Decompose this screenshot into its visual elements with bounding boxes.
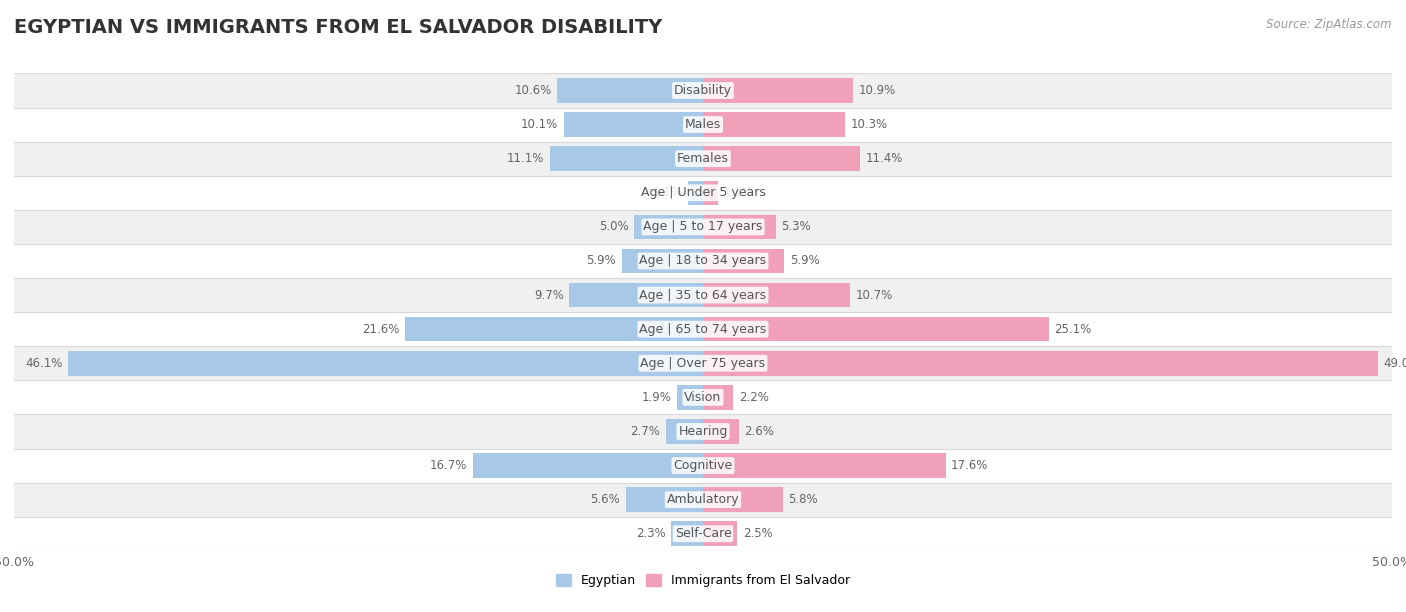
Bar [703,113,845,137]
Bar [67,351,703,376]
Bar [14,312,1392,346]
Bar [14,380,1392,414]
Bar [676,385,703,409]
Text: 1.1%: 1.1% [652,186,682,200]
Text: 16.7%: 16.7% [430,459,467,472]
Bar [569,283,703,307]
Text: 2.5%: 2.5% [742,528,773,540]
Bar [703,283,851,307]
Bar [626,487,703,512]
Text: Females: Females [678,152,728,165]
Bar [550,146,703,171]
Bar [14,346,1392,380]
Text: 2.2%: 2.2% [738,391,769,404]
Text: 46.1%: 46.1% [25,357,62,370]
Text: Age | Under 5 years: Age | Under 5 years [641,186,765,200]
Text: Source: ZipAtlas.com: Source: ZipAtlas.com [1267,18,1392,31]
Text: 11.1%: 11.1% [508,152,544,165]
Bar [703,487,783,512]
Text: 21.6%: 21.6% [363,323,399,335]
Bar [671,521,703,546]
Bar [14,73,1392,108]
Text: 9.7%: 9.7% [534,289,564,302]
Bar [14,141,1392,176]
Text: 10.9%: 10.9% [859,84,896,97]
Bar [703,521,738,546]
Text: Hearing: Hearing [678,425,728,438]
Bar [634,215,703,239]
Bar [703,78,853,103]
Text: Males: Males [685,118,721,131]
Text: 5.9%: 5.9% [790,255,820,267]
Text: 1.9%: 1.9% [641,391,671,404]
Bar [14,176,1392,210]
Text: 17.6%: 17.6% [950,459,988,472]
Bar [14,278,1392,312]
Bar [557,78,703,103]
Bar [703,248,785,273]
Bar [405,317,703,341]
Text: Vision: Vision [685,391,721,404]
Text: Ambulatory: Ambulatory [666,493,740,506]
Text: Age | 5 to 17 years: Age | 5 to 17 years [644,220,762,233]
Text: Cognitive: Cognitive [673,459,733,472]
Text: 1.1%: 1.1% [724,186,754,200]
Bar [703,351,1378,376]
Bar [472,453,703,478]
Text: 49.0%: 49.0% [1384,357,1406,370]
Text: 5.6%: 5.6% [591,493,620,506]
Text: Age | 65 to 74 years: Age | 65 to 74 years [640,323,766,335]
Text: 10.6%: 10.6% [515,84,551,97]
Text: 2.3%: 2.3% [636,528,666,540]
Text: 5.0%: 5.0% [599,220,628,233]
Bar [14,517,1392,551]
Bar [14,210,1392,244]
Text: Age | Over 75 years: Age | Over 75 years [641,357,765,370]
Text: Self-Care: Self-Care [675,528,731,540]
Text: Age | 18 to 34 years: Age | 18 to 34 years [640,255,766,267]
Bar [14,244,1392,278]
Text: Age | 35 to 64 years: Age | 35 to 64 years [640,289,766,302]
Bar [666,419,703,444]
Text: 25.1%: 25.1% [1054,323,1091,335]
Bar [14,414,1392,449]
Text: 11.4%: 11.4% [866,152,903,165]
Text: EGYPTIAN VS IMMIGRANTS FROM EL SALVADOR DISABILITY: EGYPTIAN VS IMMIGRANTS FROM EL SALVADOR … [14,18,662,37]
Text: 5.8%: 5.8% [789,493,818,506]
Bar [703,317,1049,341]
Bar [703,419,738,444]
Text: 10.7%: 10.7% [856,289,893,302]
Text: 10.1%: 10.1% [522,118,558,131]
Text: 5.3%: 5.3% [782,220,811,233]
Bar [564,113,703,137]
Text: Disability: Disability [673,84,733,97]
Legend: Egyptian, Immigrants from El Salvador: Egyptian, Immigrants from El Salvador [551,569,855,592]
Bar [14,449,1392,483]
Text: 2.7%: 2.7% [630,425,661,438]
Bar [14,108,1392,141]
Bar [703,385,734,409]
Text: 5.9%: 5.9% [586,255,616,267]
Bar [703,453,945,478]
Bar [703,215,776,239]
Bar [621,248,703,273]
Text: 10.3%: 10.3% [851,118,887,131]
Bar [703,146,860,171]
Bar [14,483,1392,517]
Text: 2.6%: 2.6% [744,425,775,438]
Bar [688,181,703,205]
Bar [703,181,718,205]
